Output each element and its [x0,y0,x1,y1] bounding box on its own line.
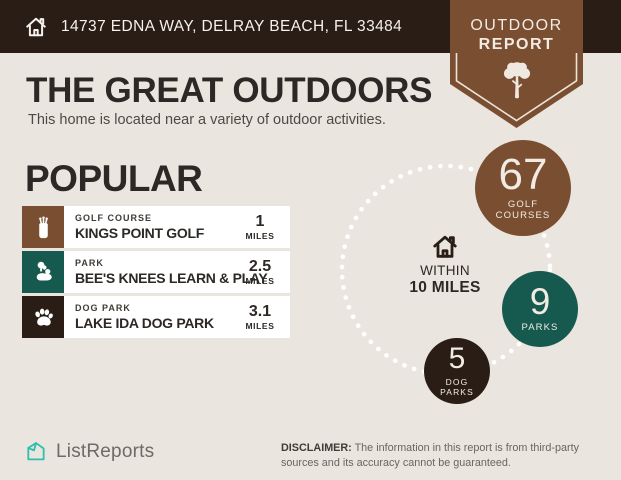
item-distance-value: 1 [255,212,265,230]
stat-label: DOG PARKS [440,376,474,397]
stat-circle-dog-parks: 5 DOG PARKS [424,338,490,404]
stat-value: 5 [448,342,466,376]
within-label: WITHIN [420,263,470,278]
radius-center-label: WITHIN 10 MILES [385,234,505,297]
brand-name: ListReports [56,440,155,462]
disclaimer-text: DISCLAIMER: The information in this repo… [281,442,580,470]
item-category: DOG PARK [75,303,131,313]
outdoor-report-badge: OUTDOOR REPORT [450,0,583,133]
tree-icon [503,62,530,99]
item-distance-unit: MILES [245,230,275,241]
item-distance-unit: MILES [245,275,275,286]
badge-title-line1: OUTDOOR [470,17,563,34]
listreports-logo-icon [27,442,45,461]
list-item-golf-course: GOLF COURSE KINGS POINT GOLF 1 MILES [22,206,290,248]
list-item-dog-park: DOG PARK LAKE IDA DOG PARK 3.1 MILES [22,296,290,338]
popular-list: GOLF COURSE KINGS POINT GOLF 1 MILES PAR… [22,206,290,341]
property-address: 14737 EDNA WAY, DELRAY BEACH, FL 33484 [61,17,403,35]
dotted-radius-circle [339,163,553,377]
home-icon [433,235,457,258]
paw-icon [22,296,64,338]
list-item-park: PARK BEE'S KNEES LEARN & PLAY 2.5 MILES [22,251,290,293]
page-title: THE GREAT OUTDOORS [26,71,433,110]
stat-label: PARKS [521,322,559,334]
stat-value: 67 [498,150,548,200]
park-person-tree-icon [22,251,64,293]
home-icon [24,15,48,39]
item-distance-value: 3.1 [248,302,272,320]
item-name: LAKE IDA DOG PARK [75,315,214,331]
listreports-logo: ListReports [24,440,154,463]
stat-value: 9 [529,281,551,323]
popular-heading: POPULAR [25,158,203,199]
item-category: PARK [75,258,104,268]
item-distance-value: 2.5 [248,257,272,275]
page-subtitle: This home is located near a variety of o… [28,112,386,128]
stat-circle-golf-courses: 67 GOLF COURSES [475,140,571,236]
item-category: GOLF COURSE [75,213,153,223]
stat-circle-parks: 9 PARKS [502,271,578,347]
item-name: KINGS POINT GOLF [75,225,204,241]
golf-bag-icon [22,206,64,248]
badge-title-line2: REPORT [478,36,555,53]
stat-label: GOLF COURSES [495,199,551,222]
item-distance-unit: MILES [245,320,275,331]
miles-label: 10 MILES [409,279,481,296]
item-name: BEE'S KNEES LEARN & PLAY [75,270,268,286]
